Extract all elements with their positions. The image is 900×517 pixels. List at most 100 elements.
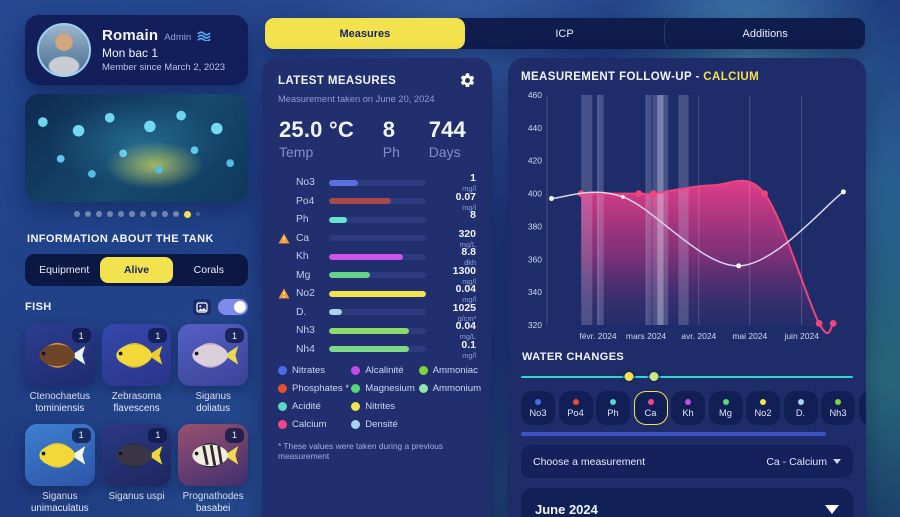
carousel-dot[interactable] (73, 211, 80, 217)
chip-dot (760, 398, 766, 405)
svg-text:420: 420 (528, 156, 542, 166)
measure-label: Mg (296, 269, 311, 281)
svg-text:400: 400 (528, 189, 542, 199)
measure-label: Nh4 (296, 343, 315, 355)
carousel-dot[interactable] (172, 211, 179, 217)
legend-dot (278, 419, 287, 429)
measure-bar (329, 179, 426, 186)
measure-row-nh4: Nh4 0.1 mg/l (278, 339, 476, 358)
svg-text:360: 360 (528, 254, 542, 264)
photo-mode-icon[interactable] (193, 299, 211, 315)
followup-title: MEASUREMENT FOLLOW-UP - CALCIUM (521, 71, 853, 83)
fish-section-title: FISH (25, 301, 52, 313)
legend-item: Calcium (278, 419, 351, 430)
fish-name: Ctenochaetus tominiensis (29, 391, 91, 414)
svg-text:340: 340 (528, 287, 542, 297)
fish-card[interactable]: 1 Siganus uspi (101, 423, 172, 515)
chip-nh4[interactable]: Nh4 (858, 391, 866, 425)
measure-bar-fill (329, 216, 348, 223)
tank-tab-equipment[interactable]: Equipment (39, 264, 90, 276)
carousel-dot[interactable] (84, 211, 91, 217)
chip-ca[interactable]: Ca (633, 391, 668, 425)
measure-bar (329, 216, 426, 223)
legend-dot (278, 401, 287, 411)
measure-unit: mg/L (459, 332, 476, 341)
fish-card[interactable]: 1 Siganus unimaculatus (25, 423, 95, 515)
measure-bar-fill (329, 346, 409, 353)
legend-item: Phosphates * (278, 383, 351, 394)
water-change-marker[interactable] (649, 372, 659, 381)
fish-photo: 1 (178, 423, 248, 486)
profile-card[interactable]: Romain Admin Mon bac 1 Member since Marc… (25, 15, 248, 85)
tab-measures[interactable]: Measures (265, 18, 465, 49)
svg-text:juin 2024: juin 2024 (783, 331, 819, 341)
fish-card[interactable]: 1 Ctenochaetus tominiensis (25, 324, 95, 415)
chip-ph[interactable]: Ph (596, 391, 630, 425)
fish-name: Siganus doliatus (195, 391, 231, 414)
legend-dot (418, 365, 428, 375)
carousel-dot[interactable] (195, 212, 200, 216)
measure-unit: mg/L (459, 239, 476, 249)
chip-no3[interactable]: No3 (521, 391, 555, 425)
measure-bar-fill (329, 253, 403, 260)
stat-temp: 25.0 °C Temp (279, 117, 355, 160)
measure-label: Kh (296, 251, 309, 263)
tab-additions[interactable]: Additions (664, 18, 865, 49)
legend-item: Magnesium (351, 383, 418, 394)
chip-dot (835, 398, 841, 405)
legend-item: Nitrites (351, 401, 418, 412)
carousel-dot[interactable] (161, 211, 168, 217)
tank-tab-corals[interactable]: Corals (193, 264, 224, 276)
measure-label: No3 (296, 177, 315, 189)
carousel-dot[interactable] (139, 211, 146, 217)
chip-no2[interactable]: No2 (746, 391, 780, 425)
month-panel[interactable]: June 2024 (521, 488, 853, 517)
carousel-dot[interactable] (95, 211, 102, 217)
measurement-date: Measurement taken on June 20, 2024 (278, 94, 435, 104)
fish-photo: 1 (101, 324, 172, 386)
water-changes-title: WATER CHANGES (522, 351, 625, 363)
month-panel-label: June 2024 (535, 502, 598, 517)
carousel-dot[interactable] (128, 211, 135, 217)
measure-unit: dkh (464, 258, 476, 267)
tank-photo[interactable] (25, 94, 248, 202)
carousel-dot[interactable] (183, 210, 191, 218)
chip-mg[interactable]: Mg (708, 391, 743, 425)
measure-label: No2 (296, 288, 315, 300)
legend-dot (278, 365, 287, 375)
fish-photo-toggle[interactable] (218, 299, 248, 315)
fish-card[interactable]: 1 Zebrasoma flavescens (101, 324, 172, 415)
legend-dot (351, 383, 361, 393)
chip-nh3[interactable]: Nh3 (821, 391, 855, 425)
fish-count-badge: 1 (224, 328, 244, 343)
legend-dot (418, 383, 428, 393)
chip-po4[interactable]: Po4 (558, 391, 593, 425)
carousel-dot[interactable] (106, 211, 113, 217)
measure-label: Nh3 (296, 325, 315, 337)
svg-text:320: 320 (528, 320, 542, 330)
measurement-select[interactable]: Choose a measurement Ca - Calcium (521, 445, 853, 478)
fish-name: Zebrasoma flavescens (111, 391, 162, 414)
water-changes-timeline (521, 372, 853, 381)
chip-dot (535, 398, 541, 405)
tab-icp[interactable]: ICP (555, 27, 574, 40)
settings-gear-icon[interactable] (459, 72, 476, 89)
followup-chart: févr. 2024 mars 2024 avr. 2024 mai 2024 juin… (521, 87, 853, 343)
legend-item: Acidité (278, 401, 351, 412)
chip-kh[interactable]: Kh (671, 391, 705, 425)
fish-card[interactable]: 1 Prognathodes basabei (178, 423, 248, 515)
tank-tab-alive[interactable]: Alive (100, 257, 173, 283)
carousel-dot[interactable] (117, 211, 124, 217)
water-change-marker[interactable] (624, 372, 634, 381)
measure-unit: mg/l (462, 184, 476, 193)
fish-photo: 1 (101, 423, 172, 486)
fish-count-badge: 1 (148, 328, 168, 343)
chips-scrollbar[interactable] (521, 432, 827, 436)
fish-card[interactable]: 1 Siganus doliatus (178, 324, 248, 415)
chip-d[interactable]: D. (783, 391, 818, 425)
measure-row-ph: Ph 8 (278, 210, 476, 225)
carousel-dot[interactable] (150, 211, 157, 217)
svg-text:460: 460 (528, 90, 542, 100)
measure-value: 0.04 (455, 283, 476, 295)
measures-list: No3 1 mg/l Po4 0.07 mg/l Ph 8 Ca 320 mg/L Kh 8.8 dkh M… (278, 173, 476, 359)
